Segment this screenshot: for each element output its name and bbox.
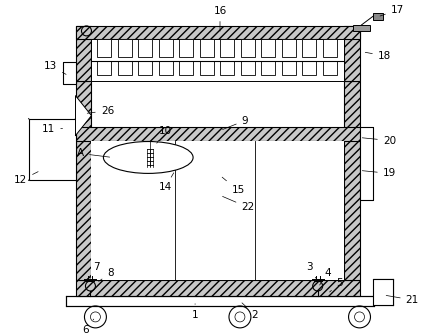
Bar bbox=[241, 39, 255, 57]
Text: 8: 8 bbox=[99, 268, 114, 282]
Bar bbox=[75, 280, 360, 296]
Bar bbox=[200, 39, 214, 57]
Bar bbox=[353, 25, 370, 31]
Bar bbox=[241, 61, 255, 75]
Bar bbox=[344, 81, 360, 280]
Bar bbox=[75, 81, 91, 280]
Text: 17: 17 bbox=[380, 5, 404, 16]
Bar bbox=[62, 62, 75, 84]
Bar bbox=[118, 39, 132, 57]
Bar bbox=[29, 119, 75, 180]
Bar bbox=[66, 296, 374, 306]
Bar bbox=[97, 61, 111, 75]
Bar bbox=[323, 39, 337, 57]
Bar bbox=[91, 39, 344, 81]
Bar bbox=[159, 39, 173, 57]
Bar bbox=[323, 61, 337, 75]
Text: 7: 7 bbox=[90, 262, 100, 278]
Text: 20: 20 bbox=[362, 135, 396, 145]
Bar bbox=[302, 39, 316, 57]
Text: 2: 2 bbox=[242, 303, 258, 320]
Bar bbox=[75, 26, 91, 81]
Bar bbox=[75, 26, 360, 39]
Text: 11: 11 bbox=[42, 124, 62, 133]
Bar bbox=[138, 61, 152, 75]
Text: 1: 1 bbox=[192, 304, 198, 320]
Bar bbox=[344, 26, 360, 81]
Bar bbox=[373, 279, 393, 305]
Bar bbox=[373, 13, 384, 20]
Bar bbox=[261, 39, 275, 57]
Text: 15: 15 bbox=[222, 177, 245, 195]
Bar bbox=[75, 127, 360, 140]
Text: 19: 19 bbox=[362, 168, 396, 178]
Bar bbox=[220, 39, 234, 57]
Text: 3: 3 bbox=[307, 262, 316, 278]
Text: 16: 16 bbox=[214, 6, 227, 31]
Polygon shape bbox=[75, 96, 91, 135]
Bar bbox=[159, 61, 173, 75]
Text: 21: 21 bbox=[386, 295, 419, 305]
Bar bbox=[261, 61, 275, 75]
Text: 5: 5 bbox=[330, 278, 343, 292]
Text: 4: 4 bbox=[320, 268, 331, 285]
Text: 14: 14 bbox=[159, 173, 174, 192]
Bar bbox=[220, 61, 234, 75]
Text: 9: 9 bbox=[222, 116, 248, 129]
Bar bbox=[91, 140, 344, 280]
Bar bbox=[97, 39, 111, 57]
Text: A: A bbox=[77, 149, 109, 159]
Text: 26: 26 bbox=[87, 106, 114, 116]
Bar bbox=[282, 61, 295, 75]
Bar bbox=[360, 127, 373, 200]
Text: 13: 13 bbox=[44, 61, 66, 74]
Bar bbox=[282, 39, 295, 57]
Bar bbox=[91, 140, 344, 280]
Text: 6: 6 bbox=[82, 319, 94, 335]
Text: 22: 22 bbox=[222, 197, 255, 212]
Bar bbox=[179, 39, 193, 57]
Ellipse shape bbox=[103, 141, 193, 173]
Text: 12: 12 bbox=[14, 172, 38, 185]
Bar bbox=[179, 61, 193, 75]
Bar bbox=[91, 264, 344, 280]
Text: 18: 18 bbox=[365, 51, 391, 61]
Bar bbox=[138, 39, 152, 57]
Bar bbox=[302, 61, 316, 75]
Bar bbox=[118, 61, 132, 75]
Text: 10: 10 bbox=[157, 126, 172, 143]
Bar bbox=[200, 61, 214, 75]
